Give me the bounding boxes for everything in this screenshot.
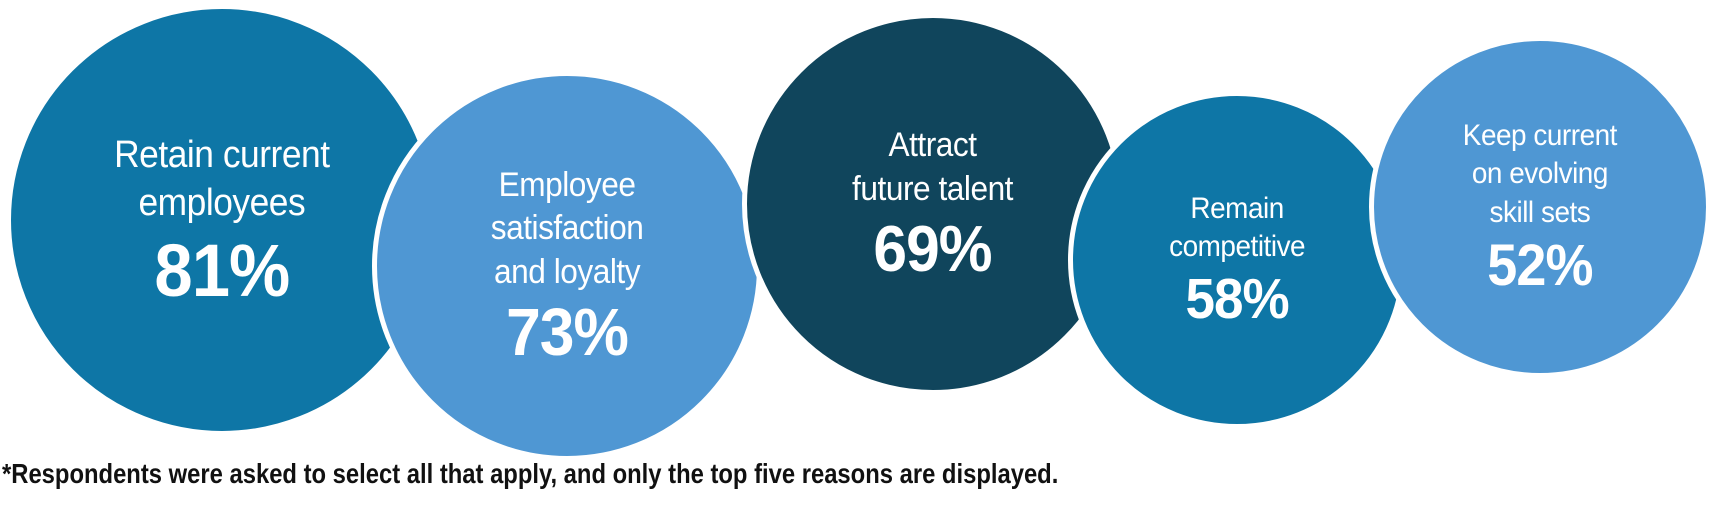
bubble-value: 69% (873, 212, 993, 286)
bubble-text: Remain competitive 58% (1169, 190, 1305, 331)
bubble-text: Retain current employees 81% (114, 131, 330, 312)
bubble-label-line: satisfaction (490, 209, 644, 248)
bubble-label-line: skill sets (1489, 195, 1591, 229)
footnote: *Respondents were asked to select all th… (2, 458, 1245, 490)
bubble-text: Employee satisfaction and loyalty 73% (491, 164, 644, 369)
bubble-label-line: Retain current (114, 133, 330, 176)
bubble-value: 73% (506, 295, 629, 371)
bubble-label-line: on evolving (1471, 157, 1609, 191)
bubble-label-line: competitive (1168, 230, 1305, 264)
bubble-value: 52% (1487, 233, 1593, 299)
bubble-retain-current-employees: Retain current employees 81% (6, 4, 438, 436)
bubble-employee-satisfaction-loyalty: Employee satisfaction and loyalty 73% (372, 71, 762, 461)
bubble-label-line: Employee (498, 165, 636, 204)
bubble-value: 81% (154, 228, 291, 312)
bubble-label-line: employees (138, 182, 306, 225)
bubble-text: Attract future talent 69% (853, 124, 1014, 283)
bubble-label-line: Attract (888, 126, 978, 165)
bubble-value: 58% (1185, 267, 1289, 332)
footnote-text: *Respondents were asked to select all th… (2, 458, 1059, 489)
bubble-label-line: and loyalty (493, 252, 641, 291)
bubble-text: Keep current on evolving skill sets 52% (1462, 117, 1618, 299)
bubble-label-line: future talent (852, 169, 1014, 208)
bubble-keep-current-skill-sets: Keep current on evolving skill sets 52% (1369, 36, 1711, 378)
bubble-remain-competitive: Remain competitive 58% (1068, 91, 1406, 429)
bubble-attract-future-talent: Attract future talent 69% (742, 13, 1124, 395)
bubble-label-line: Remain (1190, 191, 1284, 225)
bubble-label-line: Keep current (1462, 118, 1618, 152)
